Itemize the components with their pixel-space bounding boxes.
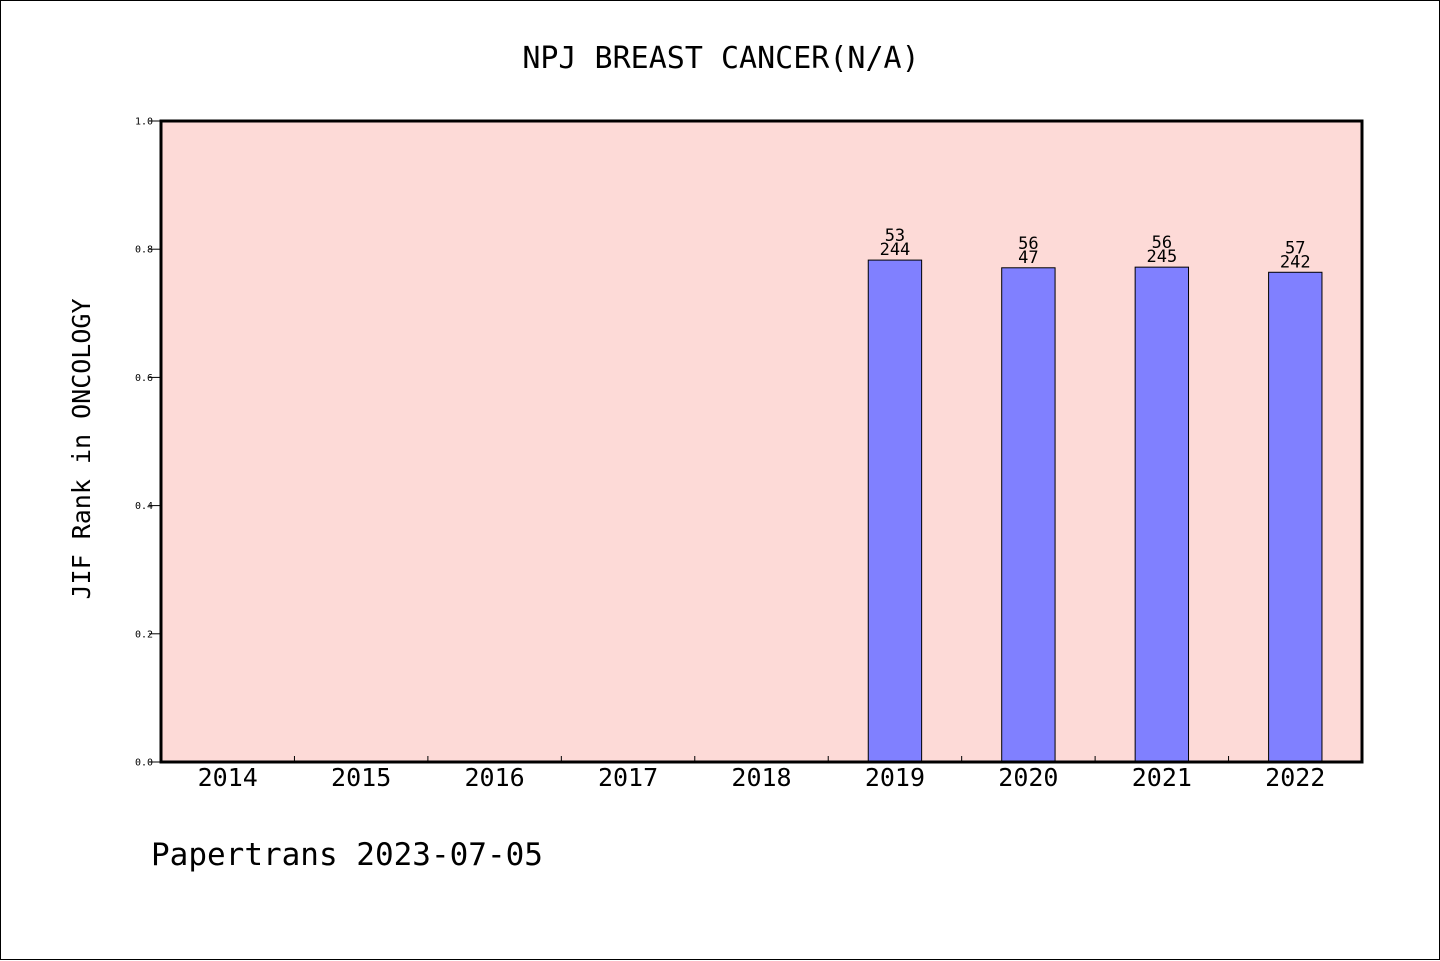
- y-tick-label: 0.0: [135, 758, 153, 769]
- x-tick-label: 2019: [865, 763, 925, 792]
- x-tick-label: 2020: [998, 763, 1058, 792]
- bar-2019: [867, 259, 923, 763]
- bar-2021: [1134, 266, 1190, 763]
- x-tick-label: 2016: [465, 763, 525, 792]
- bar-series: [867, 259, 1323, 763]
- footer-credit: Papertrans 2023-07-05: [151, 837, 543, 873]
- bar-label-rank: 53: [885, 226, 905, 246]
- bar-label-rank: 56: [1018, 234, 1038, 254]
- bar-label-total: 242: [1280, 252, 1311, 272]
- bar-label-total: 245: [1146, 247, 1177, 267]
- x-tick-label: 2022: [1265, 763, 1325, 792]
- x-axis: 2014 2015 2016 2017 2018 2019 2020 2021 2022: [198, 756, 1325, 792]
- x-tick-label: 2018: [731, 763, 791, 792]
- y-tick-label: 0.6: [135, 373, 153, 384]
- bar-label-rank: 56: [1152, 233, 1172, 253]
- y-tick-label: 0.2: [135, 629, 153, 640]
- y-tick-label: 0.8: [135, 245, 153, 256]
- bar-2022: [1268, 271, 1323, 763]
- y-axis: 0.0 0.2 0.4 0.6 0.8 1.0: [135, 117, 161, 769]
- bar-label-total: 244: [880, 240, 911, 260]
- x-tick-label: 2015: [331, 763, 391, 792]
- chart-title: NPJ BREAST CANCER(N/A): [522, 41, 919, 76]
- x-tick-label: 2021: [1132, 763, 1192, 792]
- y-tick-label: 1.0: [135, 117, 153, 128]
- x-tick-label: 2014: [198, 763, 258, 792]
- x-tick-label: 2017: [598, 763, 658, 792]
- y-tick-label: 0.4: [135, 501, 153, 512]
- bar-label-rank: 57: [1285, 238, 1305, 258]
- bar-label-total: 47: [1018, 248, 1038, 268]
- y-axis-label: JIF Rank in ONCOLOGY: [67, 298, 96, 599]
- bar-2020: [1001, 267, 1056, 763]
- plot-frame: [159, 119, 1364, 764]
